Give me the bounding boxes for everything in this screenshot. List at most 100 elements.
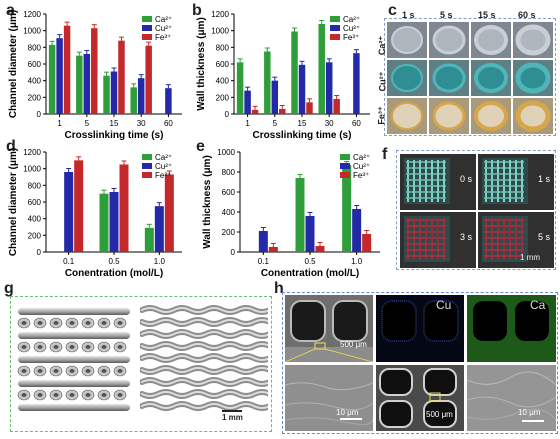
lattice-lumen [101, 321, 107, 325]
sem-scale-label-2: 10 μm [336, 408, 359, 417]
lattice-lumen [69, 321, 75, 325]
bar-ca [99, 193, 109, 252]
y-tick-label: 200 [216, 93, 230, 102]
wavy-lattice-highlight [141, 367, 268, 373]
scaffold-time-label: 1 s [537, 174, 550, 184]
x-tick-label: 15 [110, 119, 119, 128]
lattice-rod [18, 404, 130, 411]
bar-cu [64, 172, 74, 252]
y-tick-label: 0 [37, 110, 42, 119]
bar-cu [137, 78, 145, 114]
droplet-photo [387, 98, 427, 134]
legend-swatch [340, 172, 350, 178]
panel-label-d: d [6, 138, 16, 155]
legend-swatch [330, 25, 340, 31]
x-tick-label: 0.1 [258, 257, 270, 266]
y-tick-label: 200 [28, 231, 42, 240]
legend-label: Fe³⁺ [343, 33, 359, 42]
sem-scale-label-4: 10 μm [518, 408, 541, 417]
lattice-lumen [37, 321, 43, 325]
sem-surface-zoom-image [285, 365, 373, 431]
lattice-rod [18, 308, 130, 315]
legend-label: Cu²⁺ [353, 162, 370, 171]
y-axis-title: Wall thickness (μm) [202, 155, 213, 249]
x-tick-label: 1 [245, 119, 250, 128]
y-tick-label: 800 [222, 168, 236, 177]
eds-label-ca: Ca [530, 298, 546, 312]
panel-label-c: c [388, 2, 397, 19]
bar-cu [298, 64, 306, 114]
panel-h-frame [282, 292, 558, 434]
lattice-lumen [69, 393, 75, 397]
bar-fe [164, 174, 174, 252]
bar-ca [48, 44, 56, 115]
droplet-photo [513, 60, 553, 96]
x-tick-label: 0.5 [108, 257, 120, 266]
bar-cu [109, 192, 119, 252]
bar-cu [165, 88, 172, 114]
x-axis-title: Conentration (mol/L) [65, 268, 163, 279]
legend-swatch [142, 154, 152, 160]
panel-f-scale-label: 1 mm [520, 253, 540, 262]
wavy-lattice-highlight [141, 331, 268, 337]
lattice-lumen [117, 393, 123, 397]
col-label-1s: 1 s [402, 10, 415, 20]
lattice-lumen [53, 321, 59, 325]
panel-label-g: g [4, 280, 14, 297]
scaffold-photo: 5 s [478, 212, 554, 268]
bar-fe [63, 25, 71, 115]
legend-label: Fe³⁺ [155, 171, 171, 180]
wavy-lattice-highlight [141, 379, 268, 385]
eds-map-cu [376, 295, 464, 362]
x-tick-label: 60 [352, 119, 361, 128]
lattice-rod [18, 332, 130, 339]
sem-scale-label-3: 500 μm [426, 410, 453, 419]
col-label-5s: 5 s [440, 10, 453, 20]
bar-ca [295, 178, 305, 252]
bar-cu [352, 209, 362, 252]
y-tick-label: 400 [28, 215, 42, 224]
eds-map-ca [467, 295, 556, 362]
bar-ca [130, 87, 137, 114]
lattice-lumen [53, 345, 59, 349]
lattice-lumen [117, 345, 123, 349]
x-axis-title: Crosslinking time (s) [253, 130, 352, 141]
legend-label: Cu²⁺ [343, 24, 360, 33]
lattice-rod [18, 380, 130, 387]
wavy-lattice-highlight [141, 307, 268, 313]
scaffold-photo: 1 s [478, 154, 554, 210]
y-tick-label: 1000 [211, 27, 229, 36]
chart-wall-thickness-vs-concentration: 0 200 400 600 800 1000 0.1 0.5 1.0 Conentration (… [202, 148, 380, 279]
bar-ca [103, 75, 110, 114]
wavy-lattice-highlight [141, 403, 268, 409]
legend-label: Ca²⁺ [155, 153, 172, 162]
legend-swatch [142, 163, 152, 169]
bar-fe [279, 109, 286, 114]
row-label-fe: Fe³⁺ [376, 106, 387, 125]
legend-label: Fe³⁺ [353, 171, 369, 180]
y-tick-label: 600 [28, 198, 42, 207]
panel-label-f: f [382, 146, 388, 163]
panel-g-scale-label: 1 mm [222, 413, 243, 422]
legend-swatch [142, 16, 152, 22]
panel-c-frame [384, 18, 556, 136]
y-tick-label: 1000 [23, 165, 41, 174]
x-tick-label: 30 [137, 119, 146, 128]
x-tick-label: 1.0 [154, 257, 166, 266]
y-tick-label: 0 [37, 248, 42, 257]
legend-swatch [340, 163, 350, 169]
y-axis-title: Channel diameter (μm) [8, 148, 19, 256]
droplet-photo [513, 22, 553, 58]
panel-f-frame [396, 150, 556, 270]
y-tick-label: 1200 [23, 148, 41, 157]
bar-fe [315, 246, 325, 252]
y-tick-label: 1200 [211, 10, 229, 19]
legend-label: Fe³⁺ [155, 33, 171, 42]
lattice-lumen [21, 369, 27, 373]
lattice-lumen [101, 345, 107, 349]
droplet-photo [513, 98, 553, 134]
y-tick-label: 800 [28, 43, 42, 52]
x-axis-title: Crosslinking time (s) [65, 130, 164, 141]
